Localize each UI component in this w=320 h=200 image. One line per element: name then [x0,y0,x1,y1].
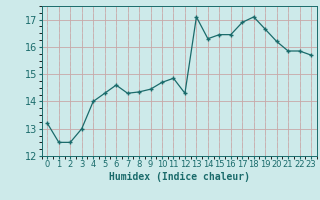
X-axis label: Humidex (Indice chaleur): Humidex (Indice chaleur) [109,172,250,182]
